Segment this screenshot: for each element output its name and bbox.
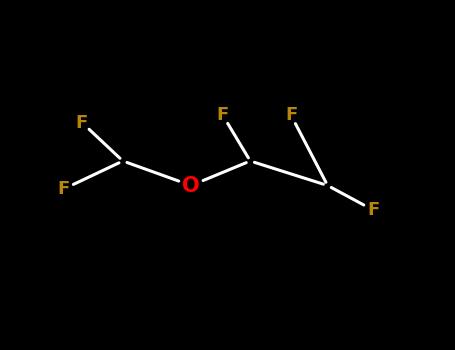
Text: F: F [367,201,379,219]
Text: F: F [58,180,70,198]
Text: F: F [285,106,297,125]
Text: O: O [182,175,200,196]
Text: F: F [76,113,88,132]
Text: F: F [217,106,229,125]
